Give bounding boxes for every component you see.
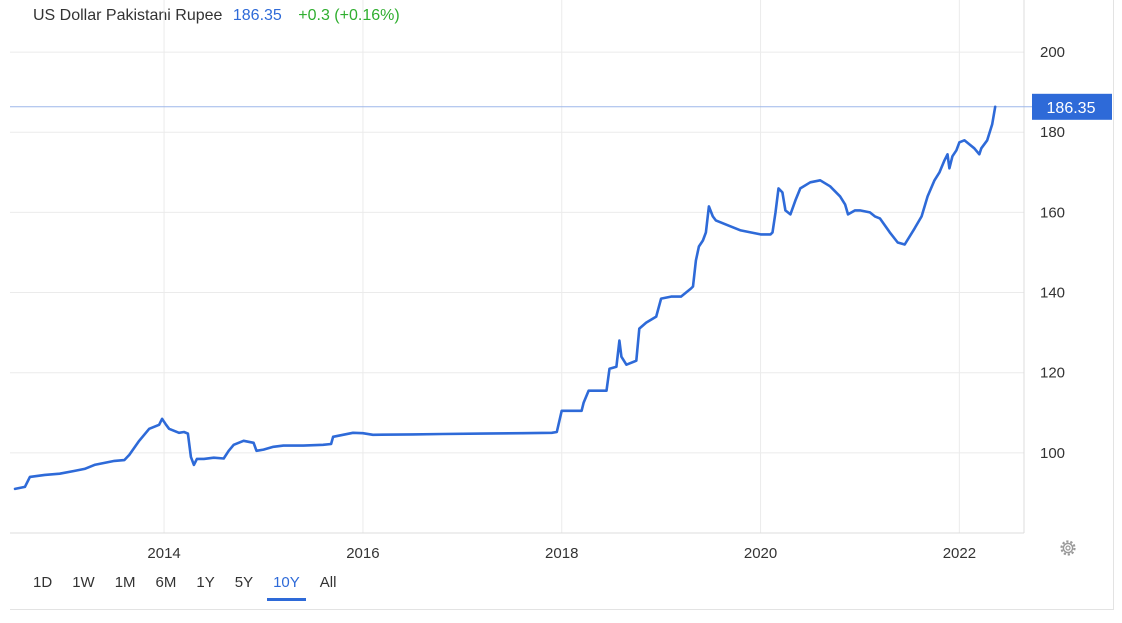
range-selector: 1D 1W 1M 6M 1Y 5Y 10Y All — [33, 574, 356, 601]
x-tick-label: 2016 — [346, 545, 379, 562]
x-tick-label: 2014 — [147, 545, 180, 562]
chart-header: US Dollar Pakistani Rupee 186.35 +0.3 (+… — [33, 7, 400, 25]
range-button-1y[interactable]: 1Y — [196, 574, 215, 591]
price-change: +0.3 (+0.16%) — [298, 7, 400, 24]
series-line — [13, 105, 997, 491]
range-button-10y[interactable]: 10Y — [267, 574, 306, 601]
y-tick-label: 140 — [1040, 285, 1065, 302]
price-tag-label: 186.35 — [1047, 100, 1096, 117]
range-button-all[interactable]: All — [319, 574, 337, 591]
y-tick-label: 120 — [1040, 365, 1065, 382]
x-tick-label: 2020 — [744, 545, 777, 562]
x-tick-label: 2018 — [545, 545, 578, 562]
range-button-6m[interactable]: 6M — [155, 574, 177, 591]
y-tick-label: 200 — [1040, 44, 1065, 61]
chart-panel — [10, 0, 1114, 610]
x-tick-label: 2022 — [943, 545, 976, 562]
range-button-1w[interactable]: 1W — [72, 574, 95, 591]
range-button-1d[interactable]: 1D — [33, 574, 53, 591]
y-tick-label: 160 — [1040, 204, 1065, 221]
y-tick-label: 100 — [1040, 445, 1065, 462]
range-button-1m[interactable]: 1M — [114, 574, 136, 591]
range-button-5y[interactable]: 5Y — [234, 574, 254, 591]
instrument-name: US Dollar Pakistani Rupee — [33, 7, 223, 24]
price-tag — [1032, 93, 1112, 120]
y-tick-label: 180 — [1040, 124, 1065, 141]
gear-icon[interactable] — [1058, 538, 1078, 558]
current-price: 186.35 — [232, 7, 282, 24]
